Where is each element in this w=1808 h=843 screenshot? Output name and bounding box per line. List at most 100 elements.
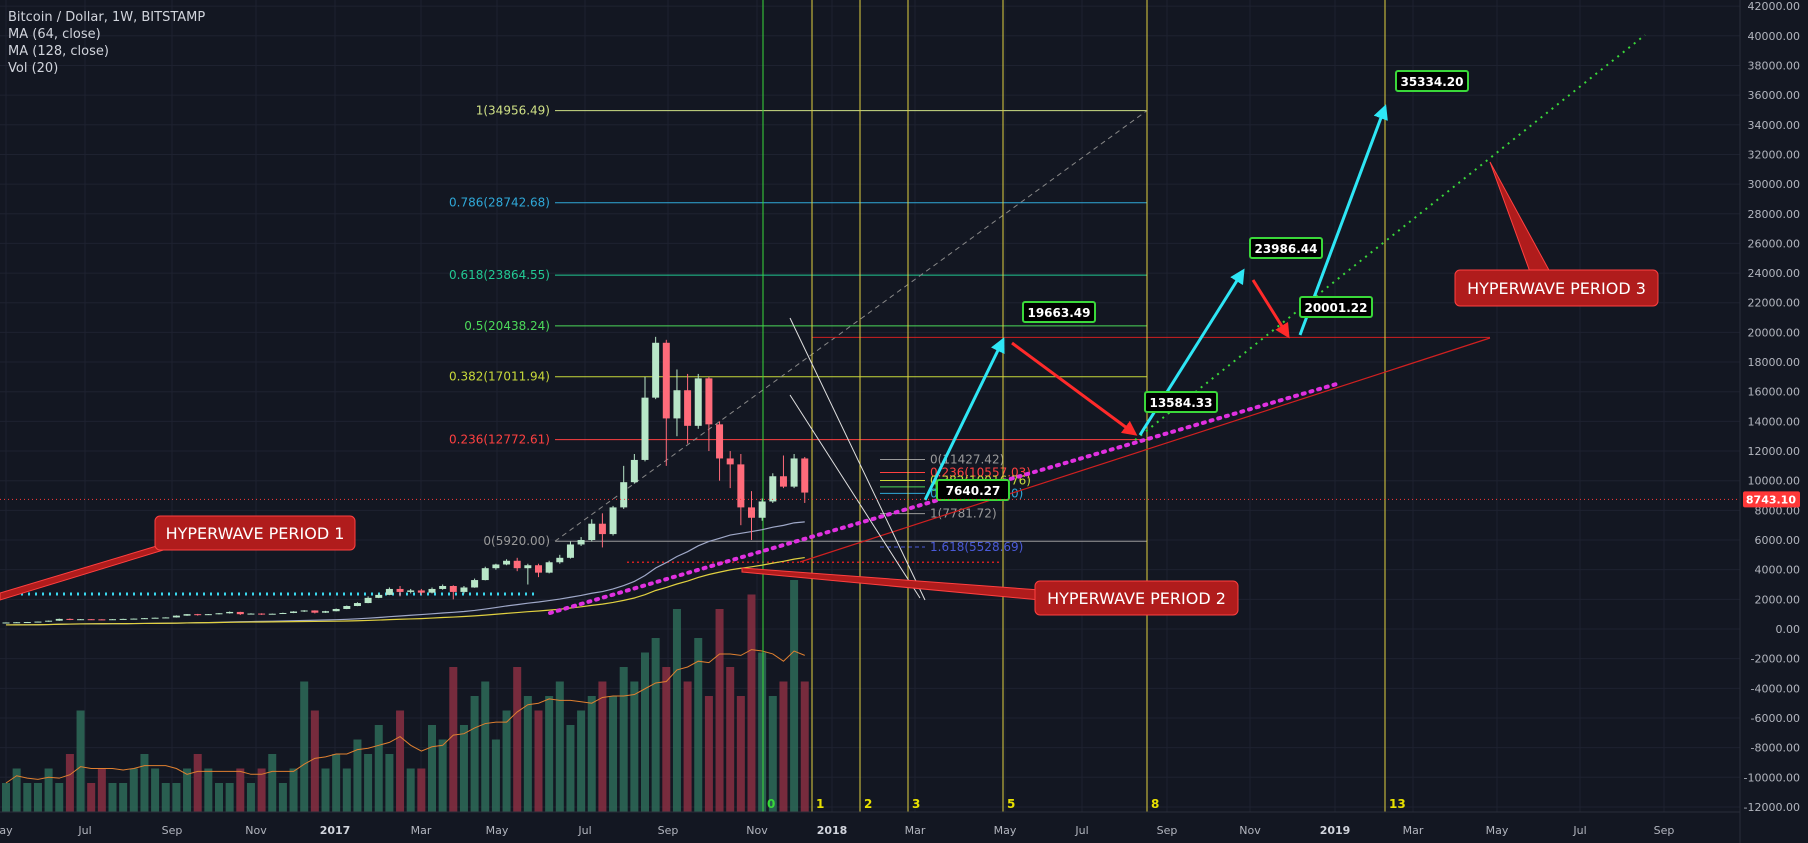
volume-bar [44,768,53,812]
candle-body [609,507,617,535]
period-label-8: 8 [1151,797,1159,811]
volume-bar [598,681,607,812]
x-tick-label: Mar [1403,824,1424,837]
candle-body [45,620,53,622]
candle-body [87,619,95,621]
ma128-label: MA (128, close) [8,44,109,59]
y-tick-label: -6000.00 [1751,712,1800,725]
candle-body [556,557,564,563]
annotation-box-3 [1454,269,1659,307]
wedge-upper [789,317,926,601]
volume-bar [332,754,341,812]
x-tick-label: Jul [1074,824,1088,837]
y-tick-label: -2000.00 [1751,653,1800,666]
volume-bar [161,783,170,812]
volume-bar [342,768,351,812]
ma64-label: MA (64, close) [8,27,101,42]
y-tick-label: 22000.00 [1748,297,1801,310]
candle-body [290,611,298,613]
volume-bar [641,652,649,812]
target-box-3 [1249,237,1323,259]
volume-bar [310,710,319,812]
period-label-1: 1 [816,797,824,811]
y-tick-label: 0.00 [1776,623,1801,636]
volume-bar [417,768,426,812]
red-trend-line [799,337,1491,563]
y-tick-label: 2000.00 [1755,593,1801,606]
volume-label: Vol (20) [8,61,58,76]
time-axis[interactable]: ay Jul Sep Nov 2017 Mar May Jul Sep Nov 2018 Mar May… [0,811,1740,837]
candle-body [577,540,585,545]
candle-body [247,613,255,615]
candle-body [790,458,798,487]
fib-label-1: 0.786(28742.68) [449,196,550,210]
period-label-0: 0 [767,797,775,811]
candle-body [268,613,276,615]
candle-body [460,587,468,592]
candle-body [716,424,724,459]
candle-body [524,565,532,569]
x-tick-label: Sep [1157,824,1178,837]
volume-bar [790,580,799,812]
candle-body [322,611,329,613]
volume-bar [587,696,596,812]
candle-body [620,482,628,508]
volume-bar [257,768,266,812]
volume-bar [65,754,74,812]
y-tick-label: 10000.00 [1748,475,1801,488]
moving-averages [5,521,805,626]
retrace-arrow-1 [1251,279,1290,339]
volume-bar [108,783,117,812]
candle-body [513,560,521,569]
volume-bar [523,696,532,812]
y-tick-label: 36000.00 [1748,89,1801,102]
y-tick-label: 6000.00 [1755,534,1801,547]
candle-body [535,565,542,573]
x-tick-label: Jul [1572,824,1586,837]
candle-body [449,585,457,592]
candle-body [598,523,606,535]
volume-bar [470,696,479,812]
candle-body [2,622,10,624]
candle-body [258,613,266,615]
volume-bar [758,652,767,812]
small-fib-label-6: 1.618(5528.69) [930,540,1023,554]
candle-body [311,610,319,613]
volume-bar [513,667,522,812]
candlesticks [2,336,809,624]
small-fib-label-1: 0.236(10557.03) [930,465,1031,479]
volume-bar [374,725,383,812]
volume-bar [502,710,511,812]
volume-bar [215,783,223,812]
candle-body [481,568,489,581]
volume-bar [630,681,639,812]
x-tick-label: Nov [245,824,267,837]
candle-body [769,476,777,502]
candle-body [183,614,191,616]
x-tick-label: 2018 [817,824,848,837]
volume-bar [183,768,192,812]
volume-bar [193,754,202,812]
volume-bar [449,667,458,812]
volume-bar [736,696,745,812]
x-tick-label: Sep [1654,824,1675,837]
candle-body [630,459,638,483]
time-period-lines: 0 1 2 3 5 8 13 [762,0,1406,812]
x-tick-label: Jul [77,824,91,837]
volume-bar [406,768,415,812]
volume-bar [385,754,394,812]
volume-bar [800,681,809,812]
candle-body [545,562,553,573]
candle-body [130,618,138,620]
candle-body [662,342,670,419]
candle-body [673,390,681,419]
x-tick-label: 2017 [320,824,351,837]
volume-bar [119,783,128,812]
volume-bar [55,783,64,812]
candle-body [566,544,574,558]
y-tick-label: 16000.00 [1748,386,1801,399]
candle-body [353,603,361,607]
candle-body [417,590,425,593]
